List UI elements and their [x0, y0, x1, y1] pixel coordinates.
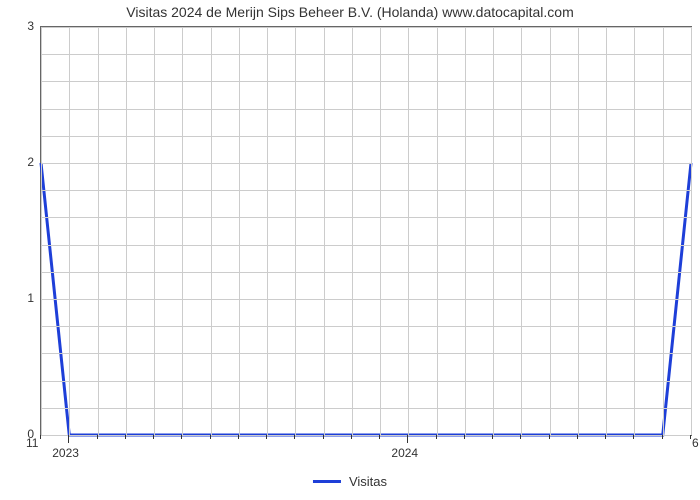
x-tick-mark — [125, 435, 126, 439]
gridline-x — [239, 27, 240, 435]
gridline-x — [578, 27, 579, 435]
x-tick-mark — [633, 435, 634, 439]
gridline-y-minor — [41, 245, 691, 246]
x-tick-mark — [662, 435, 663, 439]
x-tick-label: 2023 — [52, 446, 79, 460]
x-tick-mark — [492, 435, 493, 439]
x-tick-mark — [153, 435, 154, 439]
x-tick-mark — [97, 435, 98, 439]
x-tick-mark — [266, 435, 267, 439]
gridline-x — [352, 27, 353, 435]
x-tick-mark — [210, 435, 211, 439]
corner-label-bottom-right: 6 — [692, 436, 699, 450]
gridline-y-minor — [41, 54, 691, 55]
x-tick-mark — [181, 435, 182, 439]
corner-label-bottom-left: 11 — [26, 436, 38, 450]
gridline-x — [550, 27, 551, 435]
x-tick-mark — [379, 435, 380, 439]
gridline-y-minor — [41, 408, 691, 409]
gridline-x — [493, 27, 494, 435]
gridline-x — [211, 27, 212, 435]
x-tick-mark — [351, 435, 352, 439]
x-tick-mark — [323, 435, 324, 439]
gridline-x — [465, 27, 466, 435]
x-major-tick-mark — [68, 435, 69, 443]
gridline-x — [663, 27, 664, 435]
gridline-y-minor — [41, 326, 691, 327]
x-tick-label: 2024 — [391, 446, 418, 460]
x-major-tick-mark — [407, 435, 408, 443]
gridline-x — [295, 27, 296, 435]
gridline-y-minor — [41, 109, 691, 110]
y-tick-label: 1 — [27, 291, 34, 305]
gridline-x — [691, 27, 692, 435]
gridline-x — [126, 27, 127, 435]
gridline-x — [182, 27, 183, 435]
gridline-x — [437, 27, 438, 435]
gridline-x — [606, 27, 607, 435]
x-tick-mark — [436, 435, 437, 439]
x-tick-mark — [605, 435, 606, 439]
chart-container: Visitas 2024 de Merijn Sips Beheer B.V. … — [0, 0, 700, 500]
y-tick-label: 3 — [27, 19, 34, 33]
gridline-x — [634, 27, 635, 435]
gridline-x — [408, 27, 409, 435]
x-tick-mark — [294, 435, 295, 439]
x-tick-mark — [464, 435, 465, 439]
gridline-y-minor — [41, 217, 691, 218]
gridline-y-minor — [41, 136, 691, 137]
gridline-x — [521, 27, 522, 435]
gridline-y — [41, 435, 691, 436]
gridline-y — [41, 27, 691, 28]
x-tick-mark — [40, 435, 41, 439]
x-tick-mark — [690, 435, 691, 439]
x-tick-mark — [520, 435, 521, 439]
gridline-y-minor — [41, 272, 691, 273]
gridline-x — [380, 27, 381, 435]
gridline-y — [41, 299, 691, 300]
x-tick-mark — [549, 435, 550, 439]
y-tick-label: 2 — [27, 155, 34, 169]
gridline-x — [69, 27, 70, 435]
chart-title: Visitas 2024 de Merijn Sips Beheer B.V. … — [0, 4, 700, 20]
plot-area — [40, 26, 692, 436]
legend: Visitas — [313, 474, 387, 489]
x-tick-mark — [238, 435, 239, 439]
legend-swatch — [313, 480, 341, 483]
gridline-x — [267, 27, 268, 435]
gridline-x — [154, 27, 155, 435]
gridline-y-minor — [41, 81, 691, 82]
line-layer — [41, 27, 691, 435]
gridline-y-minor — [41, 190, 691, 191]
gridline-y-minor — [41, 381, 691, 382]
gridline-y-minor — [41, 353, 691, 354]
x-tick-mark — [577, 435, 578, 439]
gridline-x — [98, 27, 99, 435]
legend-label: Visitas — [349, 474, 387, 489]
gridline-x — [41, 27, 42, 435]
gridline-y — [41, 163, 691, 164]
gridline-x — [324, 27, 325, 435]
